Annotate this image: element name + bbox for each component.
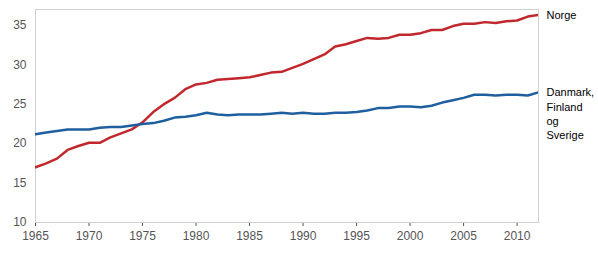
svg-text:1980: 1980 (183, 229, 210, 243)
svg-text:1965: 1965 (22, 229, 49, 243)
svg-text:15: 15 (13, 176, 27, 190)
svg-text:25: 25 (13, 97, 27, 111)
svg-text:2010: 2010 (504, 229, 531, 243)
svg-text:Norge: Norge (547, 9, 577, 21)
svg-text:35: 35 (13, 18, 27, 32)
svg-text:1985: 1985 (236, 229, 263, 243)
svg-text:1995: 1995 (343, 229, 370, 243)
svg-text:10: 10 (13, 215, 27, 229)
svg-text:1990: 1990 (290, 229, 317, 243)
svg-text:20: 20 (13, 136, 27, 150)
svg-text:2005: 2005 (450, 229, 477, 243)
svg-text:Danmark,FinlandogSverige: Danmark,FinlandogSverige (547, 86, 595, 141)
svg-text:30: 30 (13, 58, 27, 72)
svg-text:1975: 1975 (129, 229, 156, 243)
svg-text:2000: 2000 (397, 229, 424, 243)
svg-text:1970: 1970 (76, 229, 103, 243)
